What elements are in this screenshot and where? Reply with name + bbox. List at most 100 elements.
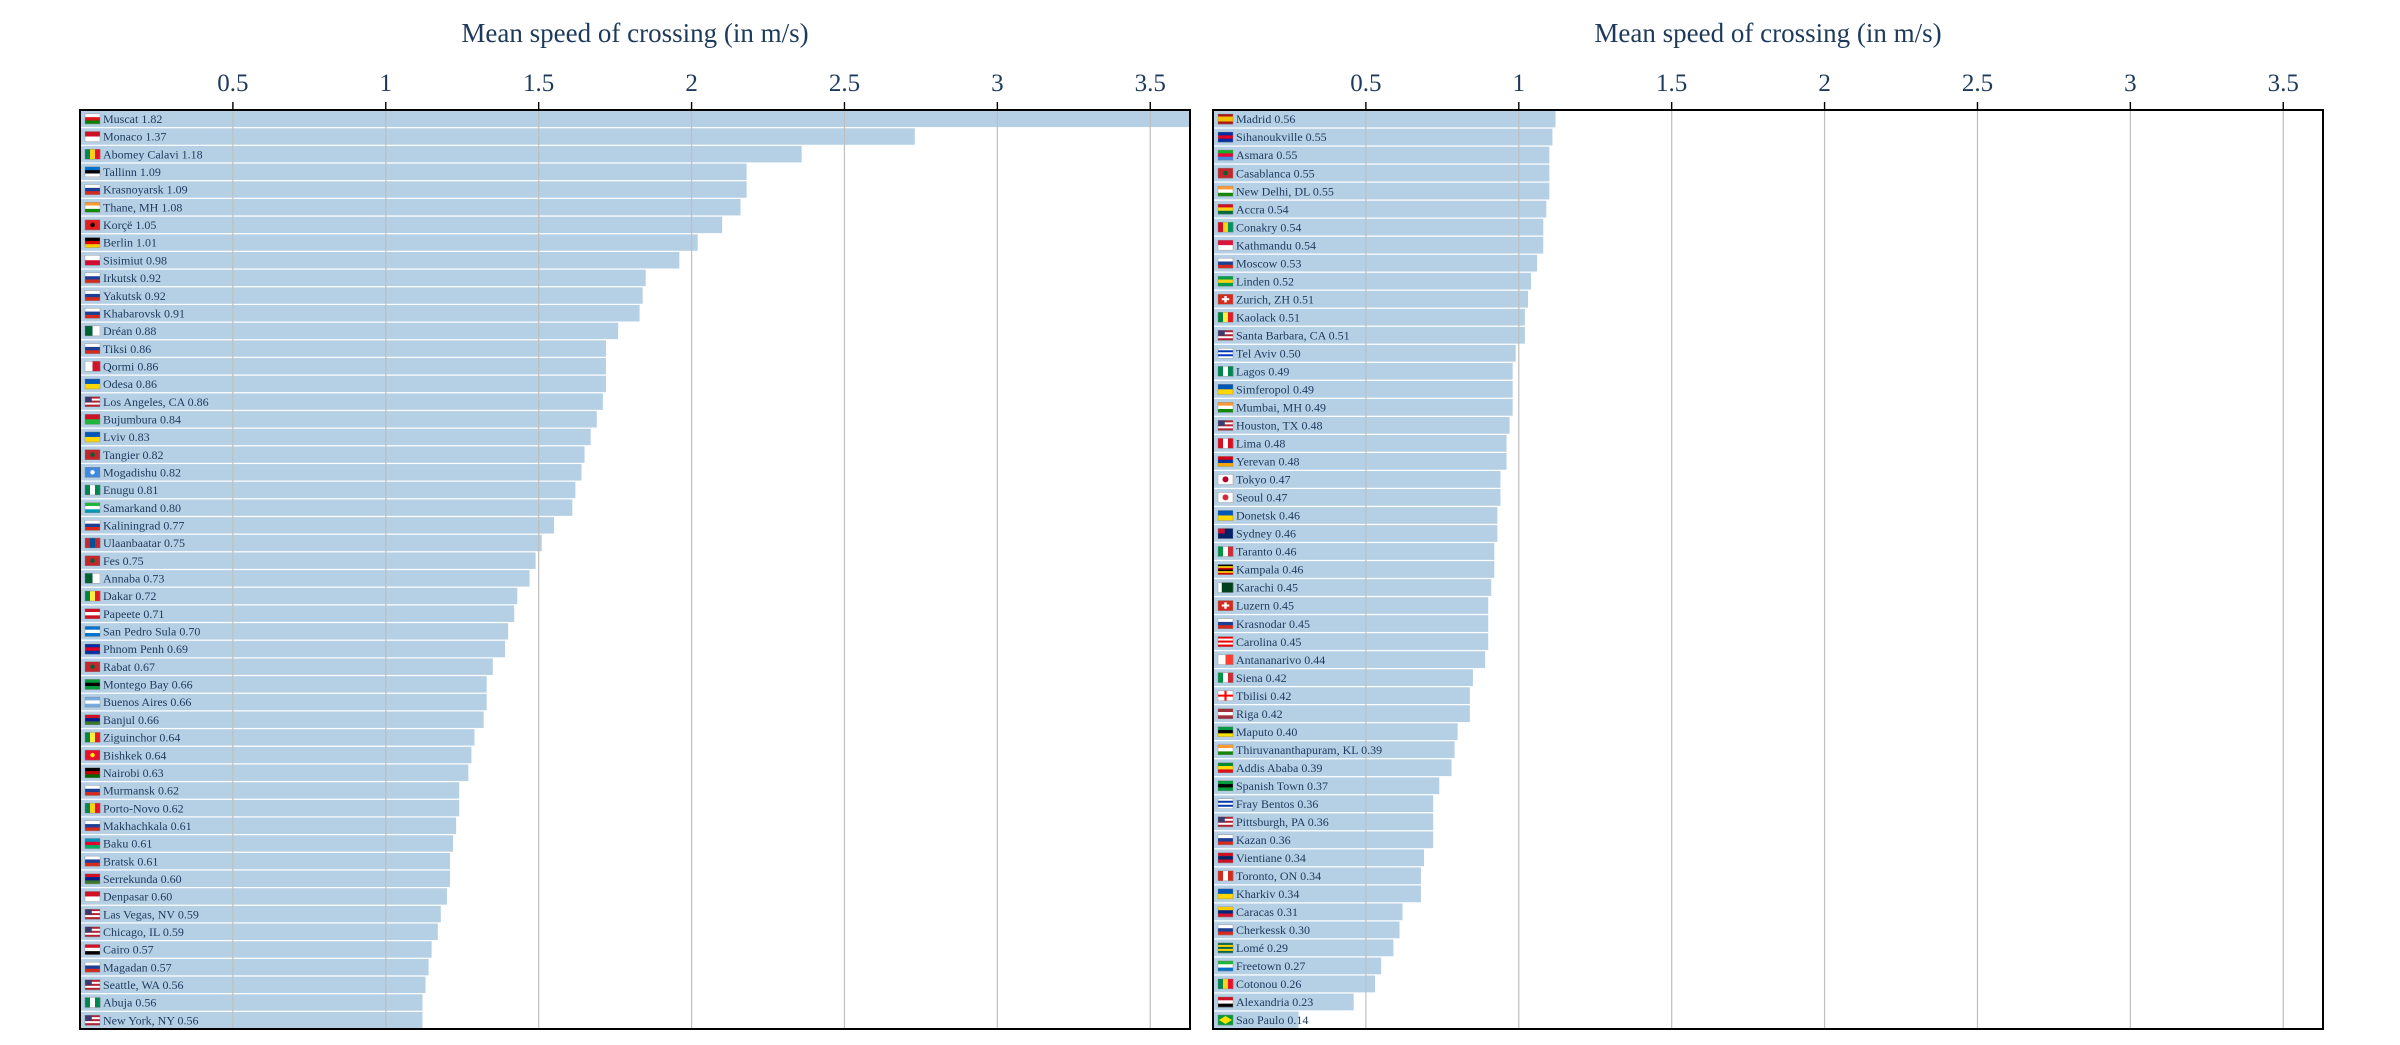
- bar: [1213, 182, 1550, 200]
- usa-flag-icon: [84, 908, 101, 920]
- bar-label: Sisimiut 0.98: [103, 253, 167, 267]
- bar-label: New York, NY 0.56: [103, 1013, 199, 1027]
- gridlines: [1365, 110, 2284, 1029]
- bar-label: Alexandria 0.23: [1236, 995, 1313, 1009]
- bar: [1213, 885, 1421, 903]
- tick-label: 2: [685, 70, 698, 97]
- bar-label: Lagos 0.49: [1236, 364, 1289, 378]
- bar: [80, 782, 460, 799]
- madagascar-flag-icon: [1217, 654, 1234, 665]
- bar: [80, 711, 484, 728]
- tick-label: 0.5: [217, 70, 248, 97]
- greenland-flag-icon: [84, 255, 101, 266]
- bar: [1213, 344, 1516, 362]
- russia-flag-icon: [84, 820, 101, 832]
- bar-label: Santa Barbara, CA 0.51: [1236, 328, 1350, 342]
- bar-label: Cherkessk 0.30: [1236, 923, 1310, 937]
- eritrea-flag-icon: [1217, 149, 1234, 161]
- bar-label: Abomey Calavi 1.18: [103, 147, 203, 161]
- russia-flag-icon: [1217, 924, 1234, 936]
- bars: [1213, 110, 1556, 1029]
- bar: [80, 145, 802, 163]
- bar-labels: Muscat 1.82 Monaco 1.37 Abomey Calavi 1.18…: [84, 112, 209, 1027]
- bar-label: Tiksi 0.86: [103, 342, 151, 356]
- bar-label: Maputo 0.40: [1236, 725, 1297, 739]
- uganda-flag-icon: [1217, 564, 1234, 575]
- kyrgyzstan-flag-icon: [84, 749, 101, 761]
- benin-flag-icon: [84, 148, 101, 160]
- bar-label: Tel Aviv 0.50: [1236, 346, 1301, 360]
- egypt-flag-icon: [84, 944, 101, 955]
- bar-label: Taranto 0.46: [1236, 545, 1296, 559]
- switzerland-flag-icon: [1217, 600, 1234, 611]
- bar-label: Houston, TX 0.48: [1236, 419, 1322, 433]
- pakistan-flag-icon: [1217, 582, 1234, 593]
- bar-label: Bratsk 0.61: [103, 854, 158, 868]
- bar: [1213, 416, 1510, 434]
- bar: [1213, 687, 1470, 705]
- bar-label: Riga 0.42: [1236, 707, 1283, 721]
- bar-label: Tangier 0.82: [103, 448, 163, 462]
- bar: [80, 746, 472, 764]
- x-axis-title: Mean speed of crossing (in m/s): [461, 18, 808, 48]
- bar-label: Thiruvananthapuram, KL 0.39: [1236, 743, 1382, 757]
- bar-label: Luzern 0.45: [1236, 599, 1294, 613]
- bar-label: Lima 0.48: [1236, 437, 1285, 451]
- bar: [1213, 290, 1528, 308]
- bar-label: Nairobi 0.63: [103, 766, 164, 780]
- bar-label: San Pedro Sula 0.70: [103, 625, 200, 639]
- bar: [80, 322, 619, 340]
- russia-flag-icon: [1217, 257, 1234, 269]
- bar: [80, 163, 747, 181]
- usa-flag-icon: [84, 979, 101, 991]
- bar: [80, 941, 432, 958]
- ukraine-flag-icon: [1217, 510, 1234, 521]
- bar-label: Siena 0.42: [1236, 671, 1287, 685]
- nigeria-flag-icon: [84, 484, 101, 496]
- bar-label: Thane, MH 1.08: [103, 200, 182, 214]
- polynesia-flag-icon: [84, 608, 101, 619]
- russia-flag-icon: [84, 855, 101, 867]
- korea-flag-icon: [1217, 492, 1234, 503]
- russia-flag-icon: [84, 785, 101, 796]
- georgia-flag-icon: [1217, 690, 1234, 701]
- senegal-flag-icon: [84, 590, 101, 602]
- bar: [80, 552, 536, 569]
- bar-label: Khabarovsk 0.91: [103, 306, 185, 320]
- bars: [80, 110, 1190, 1029]
- bar-label: Caracas 0.31: [1236, 905, 1298, 919]
- sierraleone-flag-icon: [1217, 960, 1234, 972]
- bar: [80, 870, 450, 887]
- bar: [1213, 957, 1382, 975]
- bar-label: Lomé 0.29: [1236, 941, 1288, 955]
- bar: [1213, 254, 1538, 272]
- plot-frame: [1212, 109, 2324, 1030]
- bar: [80, 216, 723, 234]
- bar: [80, 623, 509, 640]
- bar: [1213, 525, 1498, 542]
- switzerland-flag-icon: [1217, 294, 1234, 305]
- bar-label: Moscow 0.53: [1236, 256, 1301, 270]
- guyana-flag-icon: [1217, 275, 1234, 287]
- bar: [80, 181, 747, 198]
- bar: [80, 817, 457, 834]
- tick-label: 2.5: [1962, 70, 1993, 97]
- japan-flag-icon: [1217, 474, 1234, 485]
- bar-label: Las Vegas, NV 0.59: [103, 907, 199, 921]
- bar-label: Yerevan 0.48: [1236, 455, 1299, 469]
- bar-label: Baku 0.61: [103, 837, 152, 851]
- bar: [80, 411, 597, 428]
- bar-label: Lviv 0.83: [103, 430, 150, 444]
- bar: [80, 269, 646, 287]
- bar: [1213, 615, 1489, 632]
- senegal-flag-icon: [84, 732, 101, 743]
- bar-label: Zurich, ZH 0.51: [1236, 292, 1314, 306]
- bar: [80, 464, 582, 481]
- bar: [80, 234, 698, 251]
- bar: [1213, 921, 1400, 939]
- israel-flag-icon: [1217, 348, 1234, 359]
- bar: [80, 481, 576, 499]
- bar-label: Krasnodar 0.45: [1236, 617, 1310, 631]
- bar-label: Odesa 0.86: [103, 377, 157, 391]
- tick-label: 1.5: [523, 70, 554, 97]
